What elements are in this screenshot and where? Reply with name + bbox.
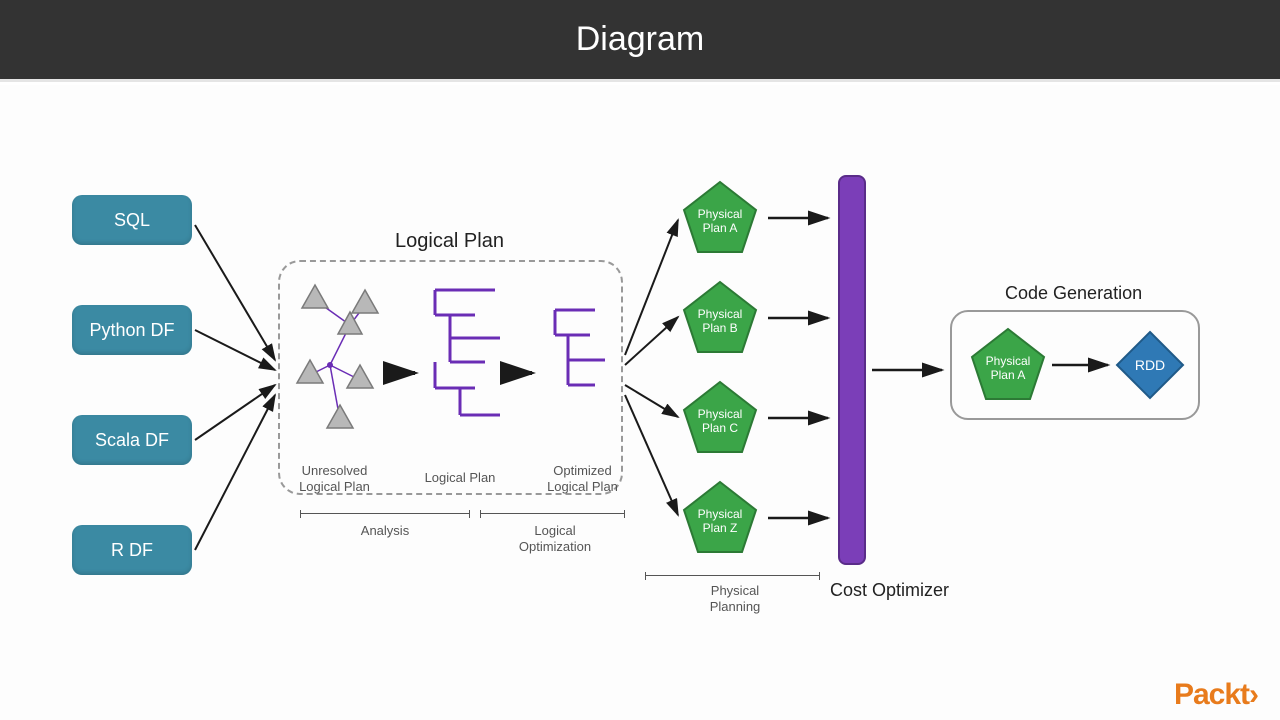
diagram-canvas: SQL Python DF Scala DF R DF Logical Plan [0,85,1280,720]
header-bar: Diagram [0,0,1280,82]
codegen-arrow [0,85,1280,720]
brand-arrow-icon: › [1249,678,1258,711]
rdd-diamond: RDD [1115,330,1185,400]
brand-logo: Packt› [1174,678,1258,712]
header-title: Diagram [576,20,704,59]
